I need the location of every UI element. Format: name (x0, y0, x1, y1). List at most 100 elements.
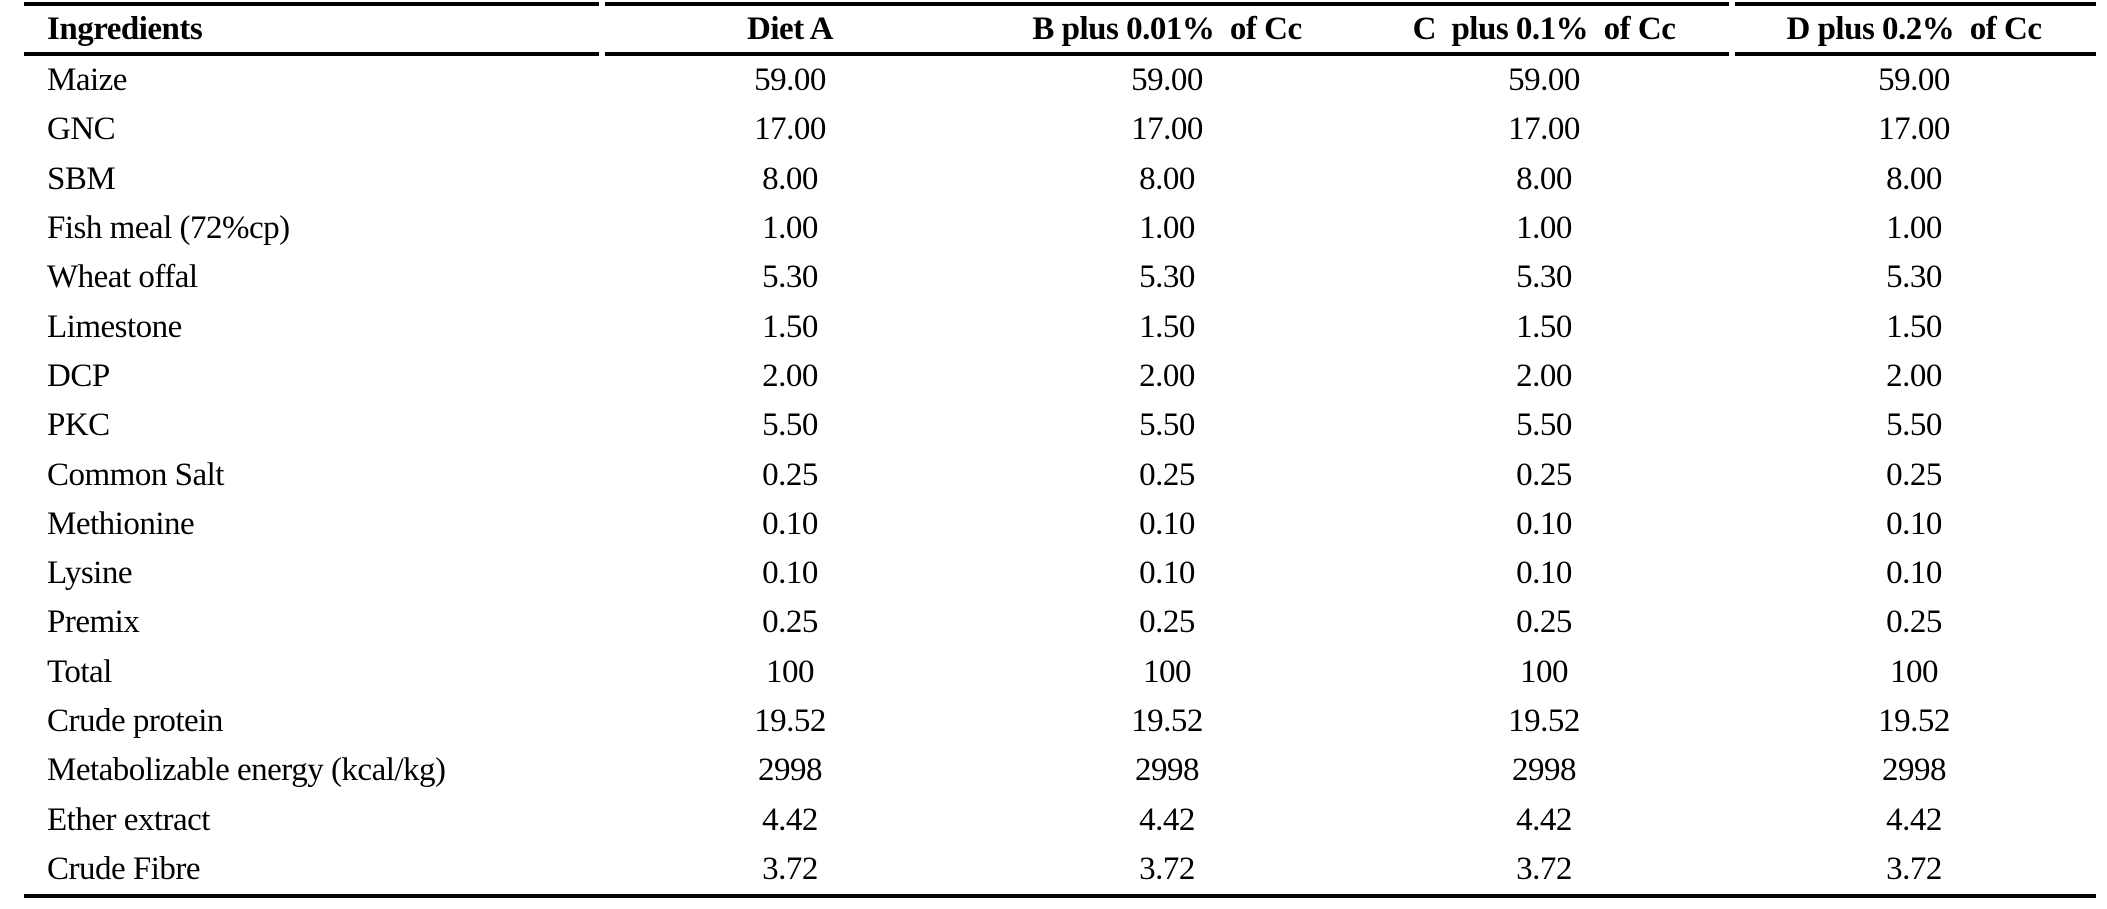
value-cell: 5.50 (762, 407, 818, 444)
value-cell: 2998 (1882, 752, 1947, 789)
value-cell: 1.00 (1886, 210, 1942, 247)
value-cell: 0.25 (1516, 456, 1572, 493)
table-row: Ether extract 4.42 4.42 4.42 4.42 (24, 795, 2096, 844)
value-cell: 19.52 (754, 703, 826, 739)
column-header-diet: Diet A (602, 4, 978, 56)
value-cell: 0.25 (1886, 456, 1942, 493)
value-cell: 2998 (758, 752, 823, 789)
table-row: Metabolizable energy (kcal/kg) 2998 2998 29… (24, 746, 2096, 795)
value-cell: 19.52 (1878, 703, 1950, 739)
row-label: DCP (47, 357, 110, 394)
value-cell: 5.30 (762, 259, 818, 296)
table-row: Crude protein 19.52 19.52 19.52 19.52 (24, 697, 2096, 746)
row-label: Crude protein (47, 703, 223, 739)
value-cell: 2.00 (1139, 357, 1195, 394)
value-cell: 5.30 (1139, 259, 1195, 296)
row-label: Metabolizable energy (kcal/kg) (47, 752, 446, 789)
value-cell: 100 (766, 653, 815, 690)
value-cell: 5.50 (1516, 407, 1572, 444)
row-label: Crude Fibre (47, 850, 201, 887)
column-header-c: C plus 0.1% of Cc (1356, 4, 1732, 56)
row-label: GNC (47, 111, 116, 148)
value-cell: 2998 (1512, 752, 1577, 789)
value-cell: 0.25 (1516, 604, 1572, 641)
value-cell: 8.00 (762, 160, 818, 197)
value-cell: 0.10 (1139, 505, 1195, 542)
row-label: Lysine (47, 555, 133, 592)
table-row: Total 100 100 100 100 (24, 648, 2096, 697)
value-cell: 1.00 (762, 210, 818, 247)
value-cell: 1.50 (762, 308, 818, 345)
table-row: Lysine 0.10 0.10 0.10 0.10 (24, 549, 2096, 598)
value-cell: 0.10 (1886, 555, 1942, 592)
column-header-ingredients: Ingredients (24, 4, 602, 56)
value-cell: 5.30 (1886, 259, 1942, 296)
value-cell: 0.25 (762, 456, 818, 493)
value-cell: 17.00 (1878, 111, 1950, 148)
value-cell: 0.10 (1516, 505, 1572, 542)
value-cell: 1.50 (1139, 308, 1195, 345)
header-rule-gap (1729, 52, 1735, 56)
value-cell: 2998 (1135, 752, 1200, 789)
value-cell: 100 (1143, 653, 1192, 690)
value-cell: 0.10 (1516, 555, 1572, 592)
value-cell: 4.42 (762, 801, 818, 838)
row-label: PKC (47, 407, 110, 444)
top-rule-gap (1729, 2, 1735, 6)
value-cell: 0.25 (1139, 604, 1195, 641)
row-label: Wheat offal (47, 259, 198, 296)
value-cell: 5.30 (1516, 259, 1572, 296)
table-row: GNC 17.00 17.00 17.00 17.00 (24, 105, 2096, 154)
value-cell: 5.50 (1139, 407, 1195, 444)
value-cell: 2.00 (1516, 357, 1572, 394)
value-cell: 19.52 (1131, 703, 1203, 739)
row-label: Fish meal (72%cp) (47, 210, 290, 247)
table-row: PKC 5.50 5.50 5.50 5.50 (24, 401, 2096, 450)
table-row: Common Salt 0.25 0.25 0.25 0.25 (24, 450, 2096, 499)
value-cell: 8.00 (1516, 160, 1572, 197)
table-row: DCP 2.00 2.00 2.00 2.00 (24, 352, 2096, 401)
table-row: Crude Fibre 3.72 3.72 3.72 3.72 (24, 845, 2096, 896)
header-rule-gap (599, 52, 605, 56)
value-cell: 4.42 (1886, 801, 1942, 838)
row-label: Methionine (47, 505, 195, 542)
value-cell: 1.00 (1516, 210, 1572, 247)
value-cell: 1.50 (1516, 308, 1572, 345)
value-cell: 59.00 (1878, 62, 1950, 99)
value-cell: 0.25 (1886, 604, 1942, 641)
row-label: SBM (47, 160, 116, 197)
value-cell: 0.10 (1886, 505, 1942, 542)
row-label: Common Salt (47, 456, 224, 493)
value-cell: 3.72 (1886, 850, 1942, 887)
value-cell: 0.10 (762, 505, 818, 542)
value-cell: 17.00 (1508, 111, 1580, 148)
column-header-b: B plus 0.01% of Cc (978, 4, 1356, 56)
value-cell: 4.42 (1139, 801, 1195, 838)
value-cell: 59.00 (1131, 62, 1203, 99)
row-label: Ether extract (47, 801, 210, 838)
top-rule-gap (599, 2, 605, 6)
value-cell: 1.00 (1139, 210, 1195, 247)
row-label: Maize (47, 62, 127, 99)
table-row: Methionine 0.10 0.10 0.10 0.10 (24, 500, 2096, 549)
value-cell: 2.00 (762, 357, 818, 394)
value-cell: 19.52 (1508, 703, 1580, 739)
row-label: Total (47, 653, 112, 690)
value-cell: 0.25 (762, 604, 818, 641)
value-cell: 0.10 (762, 555, 818, 592)
table-row: Limestone 1.50 1.50 1.50 1.50 (24, 302, 2096, 351)
value-cell: 2.00 (1886, 357, 1942, 394)
table-row: SBM 8.00 8.00 8.00 8.00 (24, 155, 2096, 204)
value-cell: 3.72 (762, 850, 818, 887)
row-label: Premix (47, 604, 140, 641)
value-cell: 8.00 (1139, 160, 1195, 197)
value-cell: 100 (1890, 653, 1939, 690)
value-cell: 0.10 (1139, 555, 1195, 592)
table-row: Wheat offal 5.30 5.30 5.30 5.30 (24, 253, 2096, 302)
value-cell: 8.00 (1886, 160, 1942, 197)
value-cell: 3.72 (1139, 850, 1195, 887)
table-row: Maize 59.00 59.00 59.00 59.00 (24, 54, 2096, 105)
